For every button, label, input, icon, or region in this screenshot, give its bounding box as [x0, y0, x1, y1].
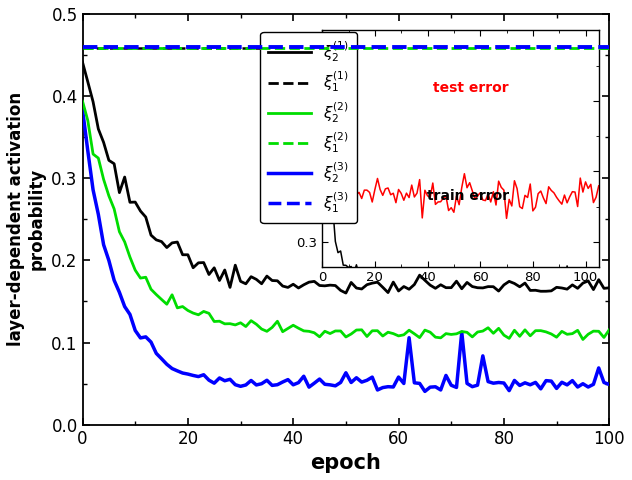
Legend: $\xi_2^{(1)}$, $\xi_1^{(1)}$, $\xi_2^{(2)}$, $\xi_1^{(2)}$, $\xi_2^{(3)}$, $\xi_: $\xi_2^{(1)}$, $\xi_1^{(1)}$, $\xi_2^{(2… [260, 32, 356, 223]
X-axis label: epoch: epoch [310, 453, 381, 473]
Y-axis label: layer-dependent activation
probability: layer-dependent activation probability [7, 92, 46, 347]
